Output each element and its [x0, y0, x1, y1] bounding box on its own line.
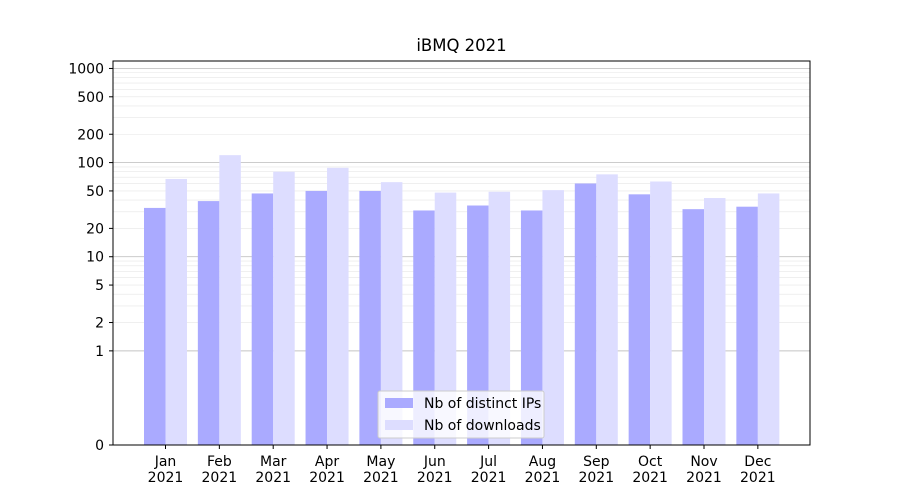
y-tick-label: 100 [77, 156, 104, 172]
x-tick-label: Jul 2021 [471, 454, 507, 486]
y-tick-label: 1000 [68, 61, 104, 77]
bar-distinct-ips [359, 190, 381, 445]
y-tick-label: 2 [95, 316, 104, 332]
x-tick-label: Aug 2021 [525, 454, 561, 486]
bar-downloads [165, 178, 187, 445]
x-tick-label-month: Jun [423, 454, 446, 470]
bar-distinct-ips [736, 206, 758, 445]
x-tick-label: Jan 2021 [148, 454, 184, 486]
x-tick-label: Sep 2021 [578, 454, 614, 486]
x-tick-label: Feb 2021 [202, 454, 238, 486]
bar-distinct-ips [197, 201, 220, 445]
x-tick-label: Dec 2021 [740, 454, 776, 486]
x-tick-label-month: Sep [583, 454, 610, 470]
y-tick-label: 200 [77, 127, 104, 143]
x-tick-label: Jun 2021 [417, 454, 453, 486]
bar-downloads [488, 191, 511, 445]
x-tick-label-year: 2021 [578, 470, 614, 486]
bar-downloads [542, 190, 564, 445]
bar-downloads [704, 198, 726, 445]
x-tick-label-year: 2021 [148, 470, 184, 486]
bar-downloads [596, 174, 618, 445]
x-tick-label-month: Nov [690, 454, 717, 470]
bar-distinct-ips [144, 207, 166, 445]
legend-swatch-downloads [385, 420, 413, 430]
x-tick-label-month: Jan [154, 454, 177, 470]
x-tick-label-month: Mar [260, 454, 287, 470]
bar-distinct-ips [520, 210, 543, 445]
bar-distinct-ips [682, 209, 704, 445]
y-tick-label: 1 [95, 344, 104, 360]
x-tick-label-month: Jul [479, 454, 497, 470]
legend-label-distinct-ips: Nb of distinct IPs [424, 396, 541, 412]
bar-downloads [757, 193, 780, 445]
bar-downloads [219, 155, 241, 445]
x-tick-label-year: 2021 [363, 470, 399, 486]
x-tick-label-year: 2021 [740, 470, 776, 486]
legend-box [377, 390, 545, 439]
bar-downloads [327, 167, 349, 445]
x-tick-label-month: Apr [315, 454, 339, 470]
x-tick-label-month: Feb [207, 454, 232, 470]
x-tick-label-month: Oct [638, 454, 663, 470]
bar-distinct-ips [413, 210, 435, 445]
x-tick-label-year: 2021 [686, 470, 722, 486]
y-tick-label: 10 [86, 250, 104, 266]
y-tick-label: 500 [77, 90, 104, 106]
y-tick-label: 0 [95, 438, 104, 454]
x-tick-label-year: 2021 [417, 470, 453, 486]
x-tick-label-month: May [366, 454, 395, 470]
y-axis: 0 1 2 5 10 20 50 100 200 500 1000 [68, 61, 113, 454]
x-tick-label-year: 2021 [632, 470, 668, 486]
bar-downloads [650, 181, 672, 445]
legend: Nb of distinct IPs Nb of downloads [377, 390, 545, 439]
legend-swatch-distinct-ips [385, 398, 413, 408]
bar-downloads [273, 171, 295, 445]
y-tick-label: 5 [95, 278, 104, 294]
x-tick-label: Mar 2021 [255, 454, 291, 486]
bar-distinct-ips [574, 183, 597, 445]
x-tick-label-year: 2021 [525, 470, 561, 486]
x-tick-label-year: 2021 [471, 470, 507, 486]
bar-distinct-ips [251, 193, 274, 445]
x-tick-label-year: 2021 [202, 470, 238, 486]
x-tick-label-year: 2021 [309, 470, 345, 486]
x-tick-label: Oct 2021 [632, 454, 668, 486]
axes-frame [112, 60, 811, 446]
chart-title: iBMQ 2021 [416, 36, 506, 55]
bar-distinct-ips [628, 194, 651, 445]
y-tick-label: 50 [86, 184, 104, 200]
bar-distinct-ips [467, 205, 489, 445]
x-tick-label: Apr 2021 [309, 454, 345, 486]
x-tick-label-month: Aug [529, 454, 556, 470]
x-tick-label: May 2021 [363, 454, 399, 486]
legend-label-downloads: Nb of downloads [424, 418, 541, 434]
bar-downloads [380, 182, 403, 445]
y-tick-label: 20 [86, 221, 104, 237]
x-tick-label: Nov 2021 [686, 454, 722, 486]
bar-downloads [434, 192, 457, 445]
x-tick-label-year: 2021 [255, 470, 291, 486]
bars [144, 155, 780, 445]
bar-distinct-ips [305, 190, 328, 445]
x-tick-label-month: Dec [744, 454, 771, 470]
